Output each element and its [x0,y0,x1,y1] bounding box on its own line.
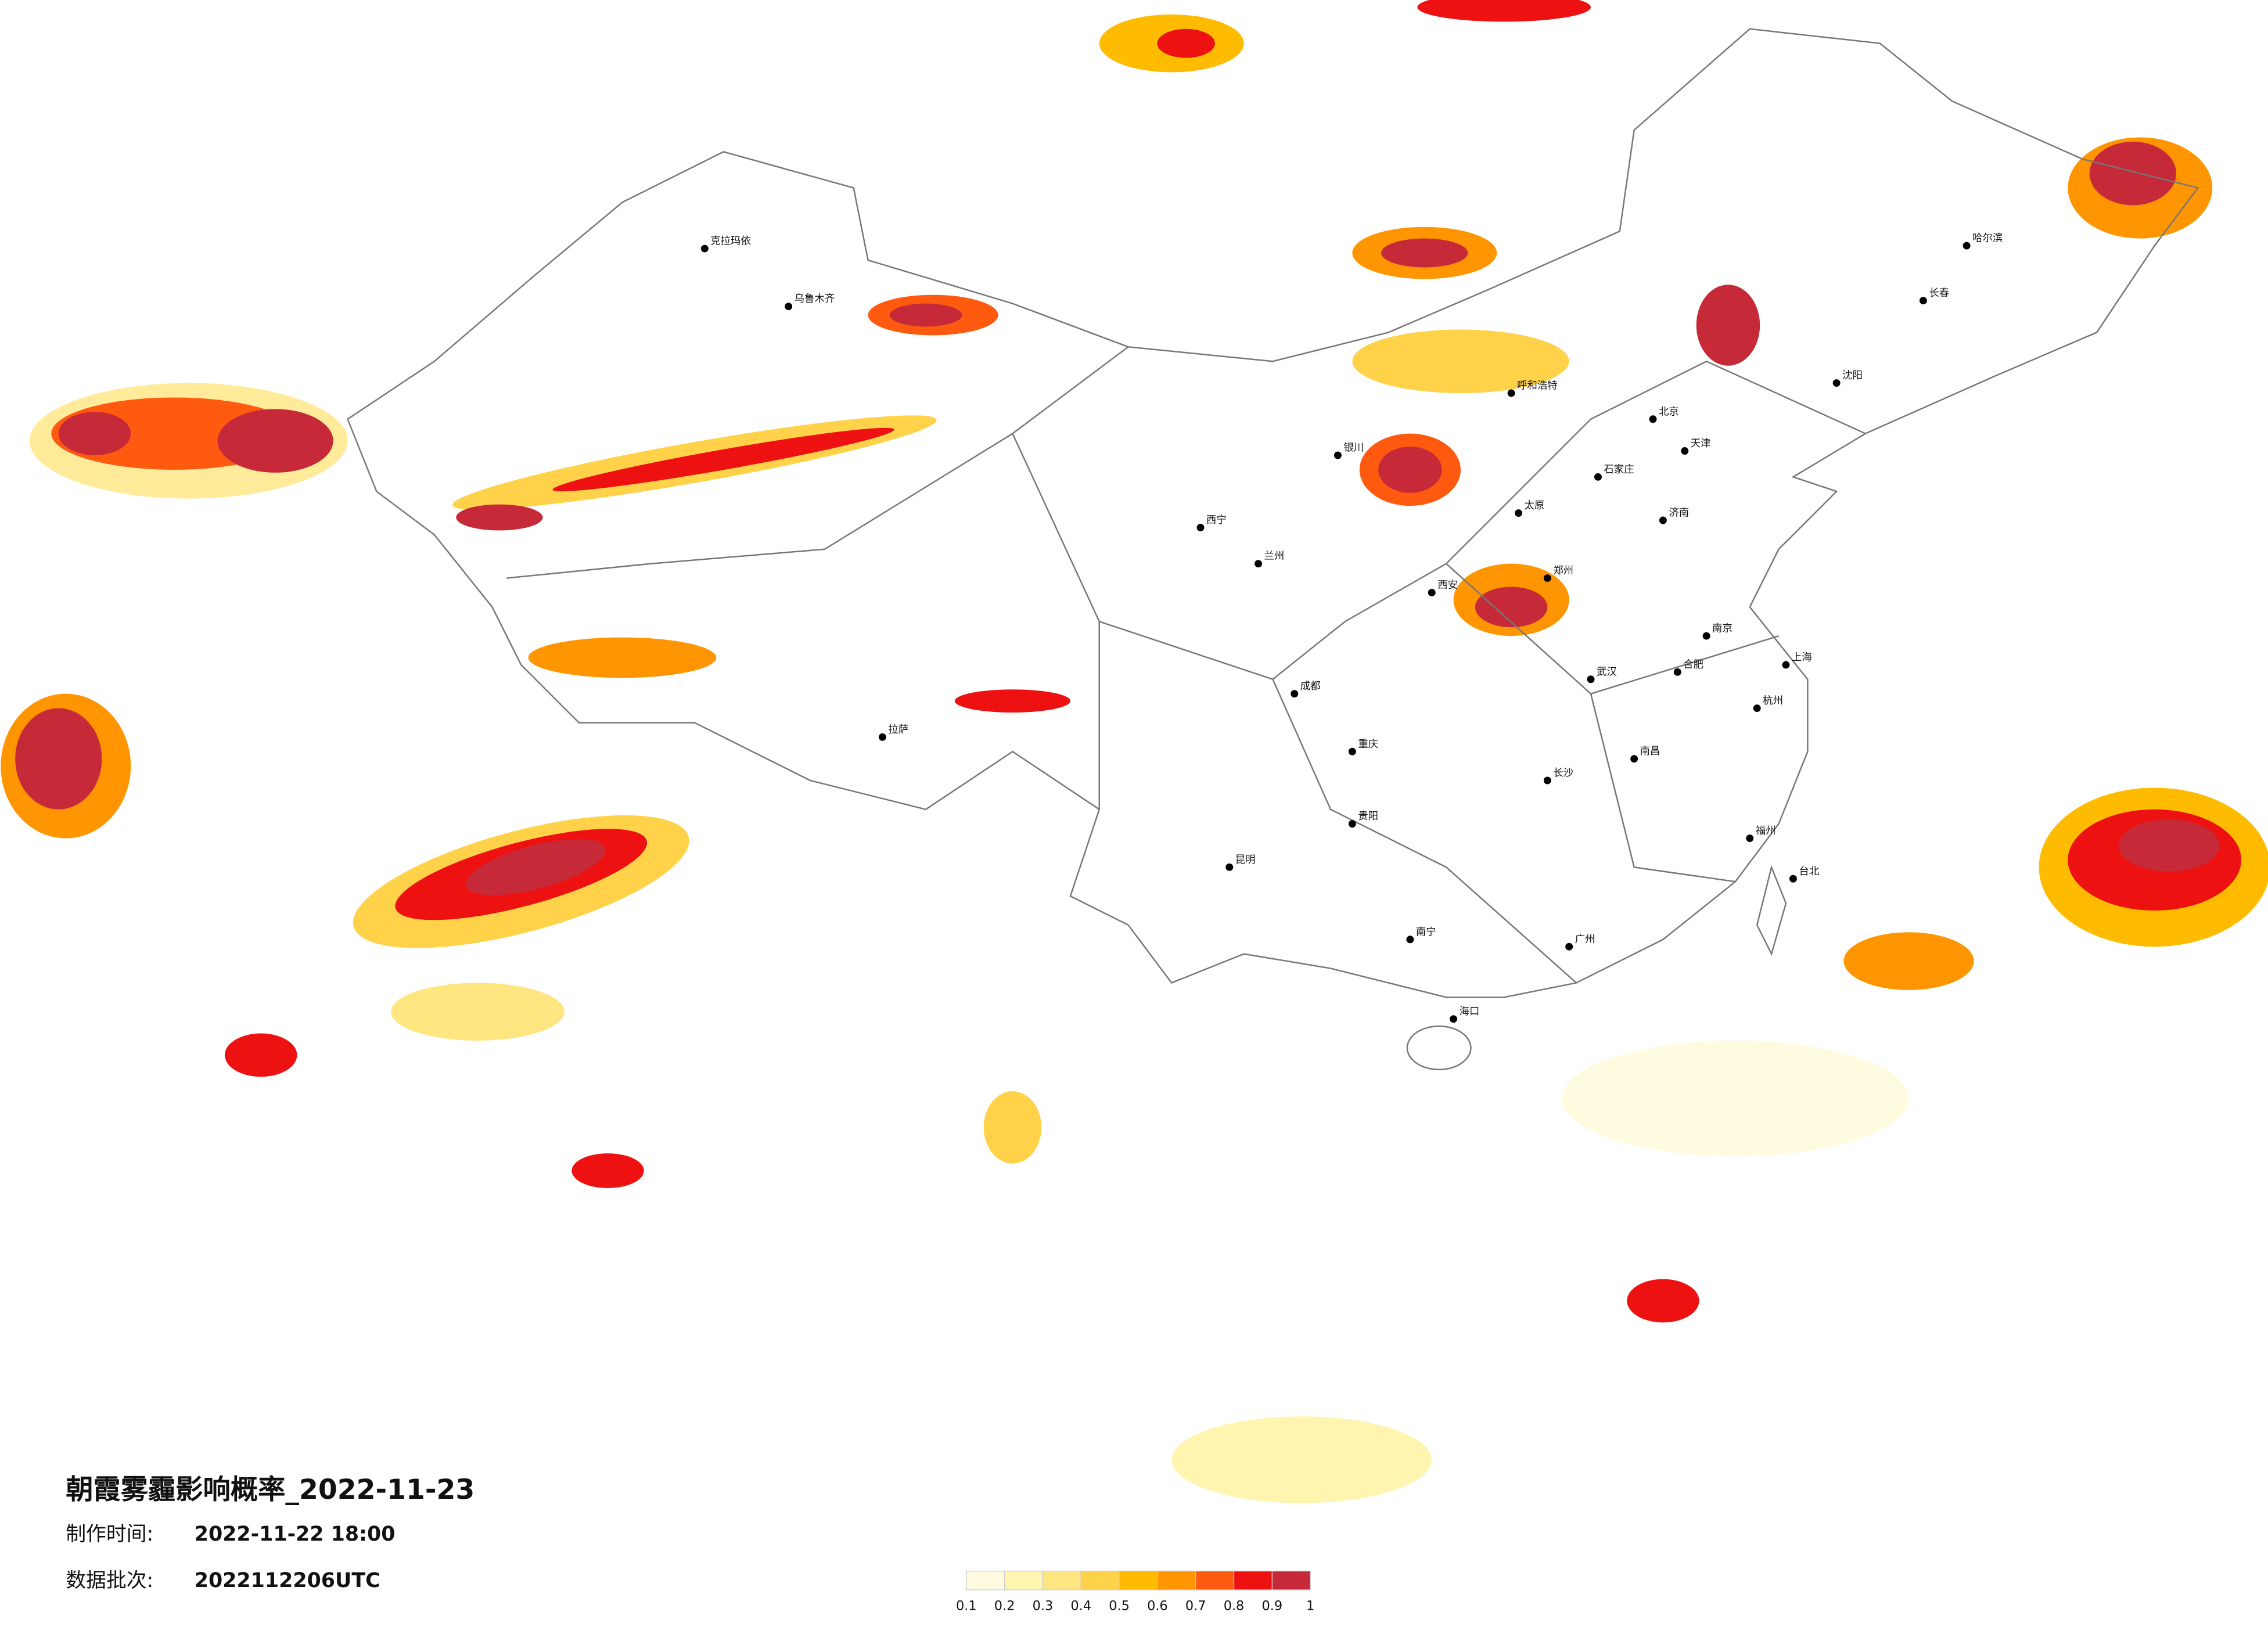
city-label: 台北 [1799,866,1819,877]
city-label: 成都 [1300,681,1321,692]
city-label: 拉萨 [888,724,908,736]
legend-swatch [1195,1570,1235,1591]
city-dot [1649,415,1657,423]
legend-tick-label: 0.8 [1224,1599,1245,1614]
city-dot [1291,690,1299,698]
city-label: 西宁 [1206,515,1227,526]
batch-value: 2022112206UTC [195,1569,380,1592]
city-label: 南京 [1712,623,1733,635]
city-dot [1255,560,1263,568]
city-dot [1673,668,1681,676]
city-dot [1450,1015,1458,1023]
city-label: 长春 [1929,287,1949,299]
city-label: 兰州 [1264,551,1285,562]
city-label: 重庆 [1358,739,1378,750]
city-dot [878,733,886,741]
city-dot [1753,704,1761,713]
city-label: 沈阳 [1842,370,1863,382]
city-label: 福州 [1756,825,1776,837]
made-label: 制作时间: [66,1523,153,1546]
city-dot [1963,242,1971,250]
city-label: 乌鲁木齐 [795,293,835,305]
city-dot [1196,523,1205,531]
city-dot [1543,574,1551,582]
city-dot [1919,297,1927,305]
city-label: 西安 [1437,580,1458,591]
city-label: 银川 [1343,443,1364,454]
city-label: 太原 [1525,500,1545,512]
city-dot [1507,389,1515,397]
city-dot [1225,863,1234,871]
city-label: 石家庄 [1604,464,1634,476]
city-dot [1543,776,1551,785]
legend-tick-label: 0.9 [1262,1599,1283,1614]
city-dot [700,244,709,253]
city-dot [1630,755,1638,763]
city-dot [1659,516,1667,524]
city-label: 杭州 [1763,695,1783,707]
city-dot [1594,473,1602,481]
legend-tick-label: 0.4 [1070,1599,1091,1614]
city-dot [1587,675,1595,684]
city-label: 济南 [1669,508,1689,519]
legend-swatch [1119,1570,1158,1591]
borders [347,28,2199,1071]
city-dot [1565,942,1573,951]
legend-tick-label: 0.5 [1109,1599,1130,1614]
city-dot [785,303,793,311]
batch-label: 数据批次: [66,1569,153,1592]
city-label: 贵阳 [1358,811,1378,822]
made-value: 2022-11-22 18:00 [195,1523,396,1546]
city-dot [1832,379,1841,387]
haze-field [1,0,2268,1503]
city-dot [1789,875,1797,883]
city-label: 郑州 [1553,565,1573,577]
city-label: 合肥 [1683,659,1703,671]
city-label: 广州 [1575,934,1595,945]
legend-swatch [1233,1570,1273,1591]
legend-tick-label: 0.7 [1185,1599,1206,1614]
city-label: 上海 [1792,652,1812,663]
legend-swatch [1042,1570,1081,1591]
city-label: 昆明 [1235,854,1256,866]
city-dot [1406,936,1414,944]
legend-swatch [1157,1570,1196,1591]
legend: 0.1 0.2 0.3 0.4 0.5 0.6 0.7 0.8 0.9 1 [956,1570,1314,1614]
legend-tick-label: 0.2 [994,1599,1015,1614]
city-dot [1515,509,1523,517]
city-dot [1702,632,1710,640]
city-dot [1746,834,1754,843]
city-label: 呼和浩特 [1517,380,1558,392]
city-dot [1428,588,1436,596]
city-dot [1681,447,1689,455]
city-label: 长沙 [1553,768,1573,779]
legend-tick-label: 0.1 [956,1599,977,1614]
city-label: 南昌 [1640,746,1660,757]
legend-tick-label: 1 [1306,1599,1314,1614]
legend-tick-label: 0.6 [1147,1599,1168,1614]
city-label: 克拉玛依 [710,236,751,247]
city-label: 武汉 [1597,666,1617,678]
legend-swatch [1271,1570,1311,1591]
city-dot [1348,820,1356,828]
city-label: 天津 [1691,438,1711,449]
city-label: 北京 [1659,406,1679,418]
city-label: 南宁 [1416,926,1436,938]
legend-tick-label: 0.3 [1033,1599,1054,1614]
city-dot [1782,661,1790,669]
legend-swatch [1004,1570,1044,1591]
legend-swatch [1080,1570,1120,1591]
legend-swatch [966,1570,1005,1591]
city-label: 哈尔滨 [1972,233,2003,244]
city-dot [1348,747,1356,756]
city-dot [1334,451,1342,459]
map-title: 朝霞雾霾影响概率_2022-11-23 [66,1474,475,1506]
city-label: 海口 [1460,1006,1480,1017]
